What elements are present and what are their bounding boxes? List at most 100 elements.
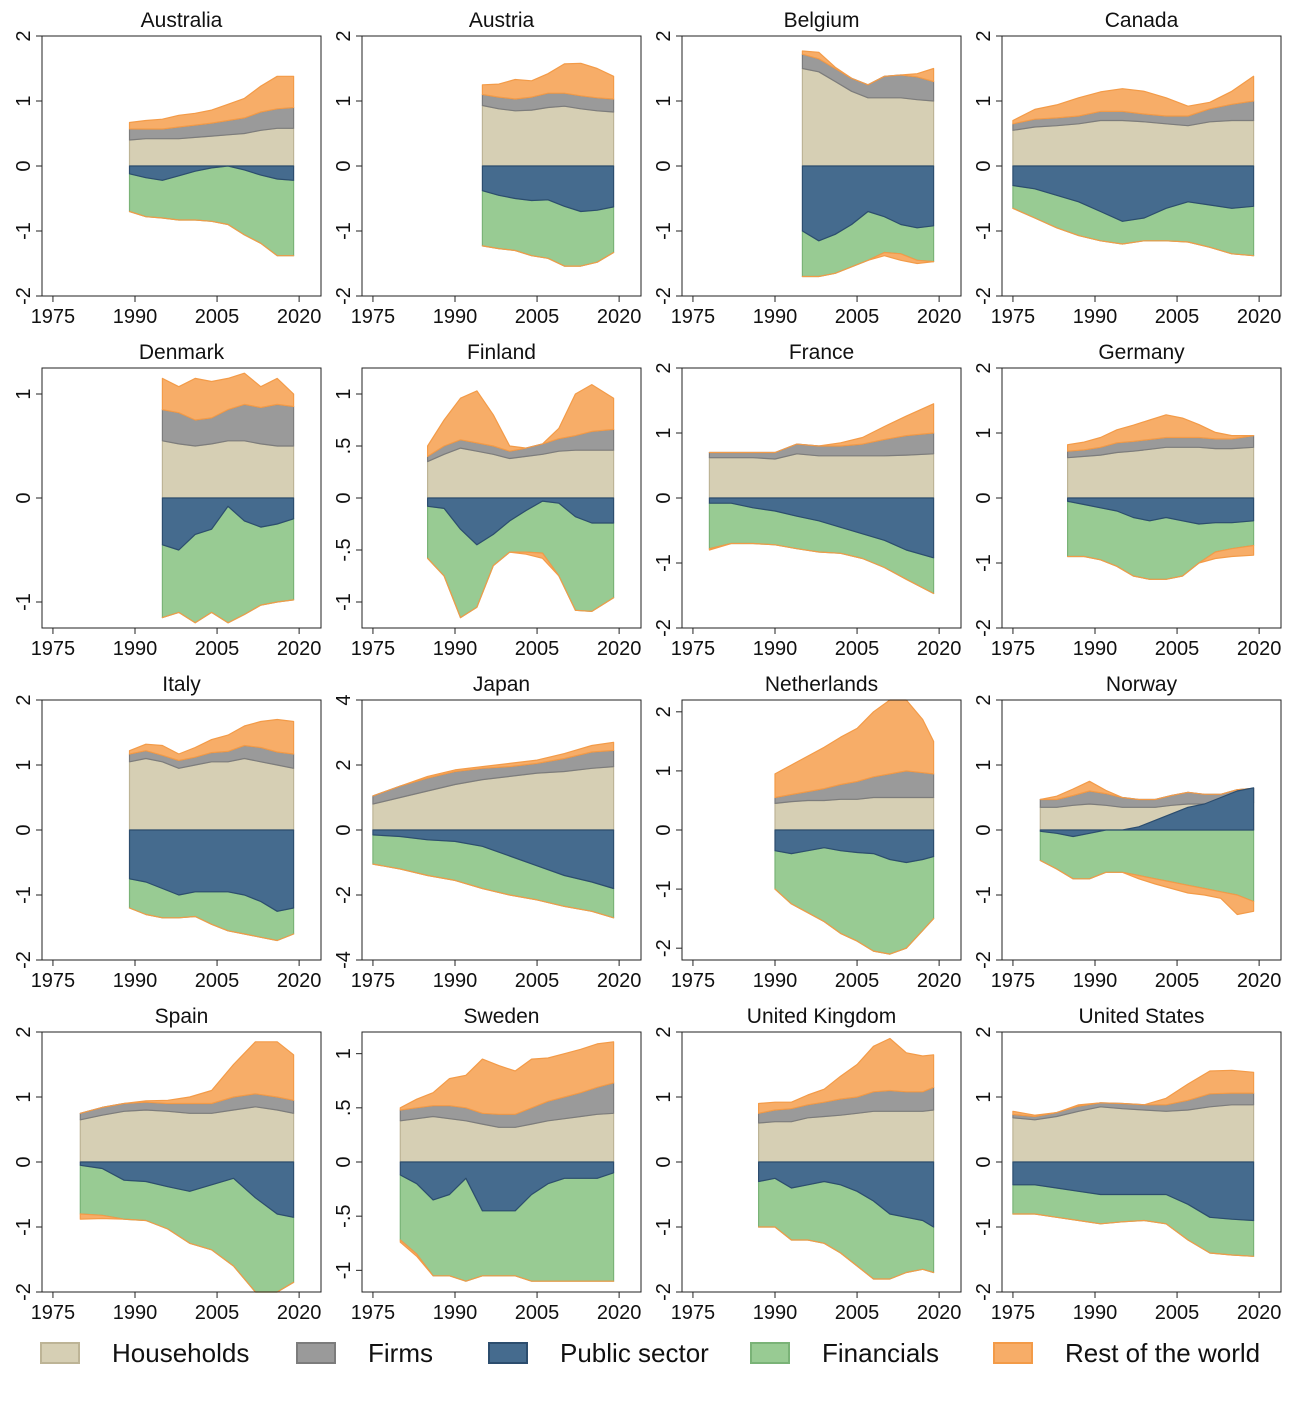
y-tick-label: 2 xyxy=(973,1026,995,1037)
panel-title: Spain xyxy=(155,1005,209,1028)
y-tick-label: 2 xyxy=(653,362,675,373)
area-households xyxy=(481,104,615,167)
x-tick-label: 2020 xyxy=(917,970,962,992)
area-rest-of-world-positive xyxy=(427,384,615,457)
x-tick-label: 1990 xyxy=(433,970,478,992)
x-tick-label: 2005 xyxy=(1155,970,1200,992)
x-tick-label: 1975 xyxy=(31,970,76,992)
panel-title: Germany xyxy=(1098,341,1185,364)
area-rest-of-world-negative xyxy=(1012,1213,1255,1257)
x-tick-label: 1975 xyxy=(991,970,1036,992)
x-tick-label: 2005 xyxy=(1155,638,1200,660)
area-rest-of-world-negative xyxy=(1012,207,1255,257)
panel-title: Sweden xyxy=(464,1005,540,1028)
x-tick-label: 1990 xyxy=(433,1302,478,1324)
panel-title: Austria xyxy=(469,9,535,32)
area-rest-of-world-negative xyxy=(774,888,935,955)
y-tick-label: -2 xyxy=(973,1283,995,1301)
panel-title: Norway xyxy=(1106,673,1178,696)
panel-title: Netherlands xyxy=(765,673,878,696)
x-tick-label: 1990 xyxy=(433,638,478,660)
panel-title: Belgium xyxy=(784,9,860,32)
y-tick-label: 0 xyxy=(13,492,35,503)
y-tick-label: 2 xyxy=(333,30,355,41)
y-tick-label: 2 xyxy=(13,30,35,41)
panel-title: Japan xyxy=(473,673,530,696)
y-tick-label: 0 xyxy=(653,160,675,171)
panel-netherlands: Netherlands 2 1 0 -1 -2 1975 1990 2005 2020 xyxy=(653,673,962,992)
panel-title: Canada xyxy=(1105,9,1179,32)
y-tick-label: 0 xyxy=(13,160,35,171)
y-tick-label: -1 xyxy=(13,593,35,611)
x-tick-label: 2020 xyxy=(597,306,642,328)
x-tick-label: 1990 xyxy=(113,970,158,992)
x-tick-label: 1990 xyxy=(113,638,158,660)
area-rest-of-world-positive xyxy=(1067,414,1255,452)
legend-swatch xyxy=(750,1342,790,1364)
x-tick-label: 1975 xyxy=(351,306,396,328)
y-tick-label: 1 xyxy=(13,1091,35,1102)
x-tick-label: 1975 xyxy=(351,638,396,660)
y-tick-label: -.5 xyxy=(333,1204,355,1227)
x-tick-label: 1975 xyxy=(31,638,76,660)
y-tick-label: -1 xyxy=(973,222,995,240)
y-tick-label: 0 xyxy=(653,824,675,835)
y-tick-label: 1 xyxy=(973,759,995,770)
legend-swatch xyxy=(488,1342,528,1364)
y-tick-label: -.5 xyxy=(333,538,355,561)
x-tick-label: 2005 xyxy=(835,1302,880,1324)
legend-label: Rest of the world xyxy=(1065,1338,1261,1368)
y-tick-label: .5 xyxy=(333,1099,355,1116)
y-tick-label: 0 xyxy=(333,160,355,171)
y-tick-label: 1 xyxy=(973,1091,995,1102)
panel-denmark: Denmark 1 0 -1 1975 1990 2005 2020 xyxy=(13,341,322,660)
area-rest-of-world-negative xyxy=(708,542,935,595)
x-tick-label: 1975 xyxy=(31,1302,76,1324)
legend-label: Firms xyxy=(368,1338,433,1368)
area-rest-of-world-positive xyxy=(758,1037,935,1114)
area-rest-of-world-negative xyxy=(128,210,295,257)
y-tick-label: -1 xyxy=(13,1218,35,1236)
x-tick-label: 2005 xyxy=(835,306,880,328)
legend-label: Financials xyxy=(822,1338,940,1368)
area-rest-of-world-negative xyxy=(481,245,615,267)
y-tick-label: 1 xyxy=(653,427,675,438)
y-tick-label: 0 xyxy=(653,492,675,503)
x-tick-label: 2020 xyxy=(277,306,322,328)
x-tick-label: 1975 xyxy=(671,306,716,328)
x-tick-label: 2020 xyxy=(1237,1302,1282,1324)
area-rest-of-world-positive xyxy=(372,741,615,797)
y-tick-label: 2 xyxy=(333,759,355,770)
panel-title: United States xyxy=(1078,1005,1204,1028)
y-tick-label: 1 xyxy=(653,95,675,106)
x-tick-label: 1975 xyxy=(31,306,76,328)
area-rest-of-world-negative xyxy=(427,551,615,619)
y-tick-label: -2 xyxy=(653,939,675,957)
x-tick-label: 1990 xyxy=(433,306,478,328)
y-tick-label: 1 xyxy=(333,388,355,399)
area-rest-of-world-positive xyxy=(1012,75,1255,125)
x-tick-label: 2020 xyxy=(917,1302,962,1324)
y-tick-label: -4 xyxy=(333,951,355,969)
x-tick-label: 1990 xyxy=(753,1302,798,1324)
area-households xyxy=(1012,119,1255,167)
y-tick-label: -1 xyxy=(333,1261,355,1279)
y-tick-label: 0 xyxy=(973,492,995,503)
y-tick-label: 2 xyxy=(973,362,995,373)
area-households xyxy=(774,796,935,831)
x-tick-label: 1990 xyxy=(753,306,798,328)
x-tick-label: 2020 xyxy=(277,1302,322,1324)
area-rest-of-world-negative xyxy=(372,863,615,919)
panel-title: Italy xyxy=(162,673,201,696)
area-financials xyxy=(774,847,935,955)
chart-legend: Households Firms Public sector Financials Re… xyxy=(0,1330,1292,1380)
area-rest-of-world-positive xyxy=(708,403,935,454)
